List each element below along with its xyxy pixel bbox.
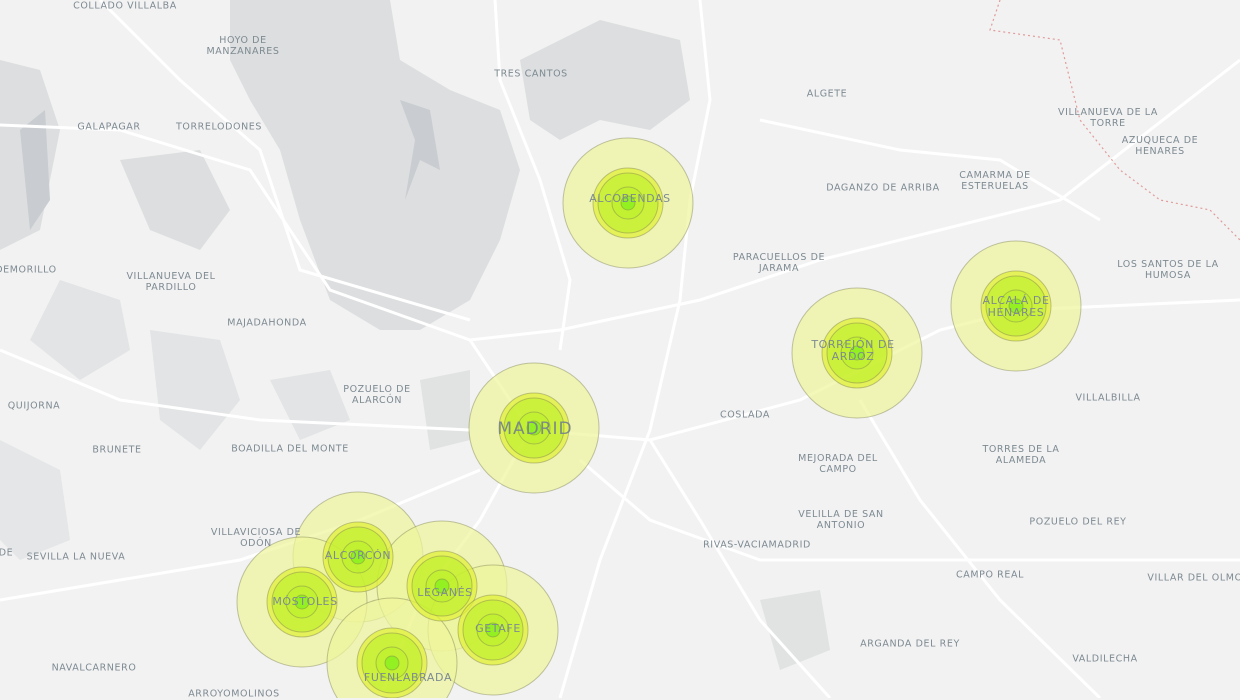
- label-leganes: Leganés: [417, 586, 473, 599]
- label-navalcarnero: Navalcarnero: [51, 662, 137, 674]
- marker-layer: [236, 137, 1082, 698]
- label-alcobendas: Alcobendas: [589, 192, 671, 205]
- marker-getafe-ring[interactable]: [485, 622, 501, 638]
- label-camarma: Camarma de Esteruelas: [959, 170, 1031, 192]
- label-arroyomolinos: Arroyomolinos: [188, 688, 280, 700]
- marker-alcala-ring[interactable]: [1008, 298, 1024, 314]
- label-quijorna: Quijorna: [7, 400, 61, 412]
- marker-mostoles-ring[interactable]: [294, 594, 310, 610]
- label-daganzo: Daganzo de Arriba: [826, 182, 940, 194]
- label-torrelodones: Torrelodones: [175, 121, 263, 133]
- label-arganda: Arganda del Rey: [860, 638, 960, 650]
- label-madrid: Madrid: [497, 419, 573, 439]
- label-villalbilla: Villalbilla: [1075, 392, 1141, 404]
- marker-torrejon-ring[interactable]: [849, 345, 865, 361]
- label-valdilecha: Valdilecha: [1072, 653, 1138, 665]
- label-de: de: [0, 547, 14, 559]
- label-getafe: Getafe: [475, 622, 521, 635]
- label-galapagar: Galapagar: [77, 121, 141, 133]
- label-velilla: Velilla de San Antonio: [798, 509, 884, 531]
- label-alcala: Alcalá de Henares: [982, 294, 1050, 319]
- label-torrejon: Torrejón de Ardoz: [811, 338, 895, 363]
- label-pozuelo-rey: Pozuelo del Rey: [1029, 516, 1127, 528]
- label-tres-cantos: Tres Cantos: [494, 68, 568, 80]
- label-fuenlabrada: Fuenlabrada: [363, 671, 453, 684]
- label-boadilla: Boadilla del Monte: [231, 443, 349, 455]
- label-rivas: Rivas-Vaciamadrid: [703, 539, 811, 551]
- label-brunete: Brunete: [92, 444, 142, 456]
- label-alcorcon: Alcorcón: [324, 549, 392, 562]
- label-mejorada: Mejorada del Campo: [798, 453, 878, 475]
- label-campo-real: Campo Real: [956, 569, 1024, 581]
- label-azuqueca: Azuqueca de Henares: [1121, 135, 1199, 157]
- marker-fuenlabrada-ring[interactable]: [384, 655, 400, 671]
- marker-madrid-ring[interactable]: [526, 420, 542, 436]
- marker-alcorcon-ring[interactable]: [350, 549, 366, 565]
- label-villanueva-pardillo: Villanueva del Pardillo: [126, 271, 216, 293]
- label-collado-villalba: Collado Villalba: [73, 0, 177, 12]
- marker-alcobendas-ring[interactable]: [620, 195, 636, 211]
- label-torres-alameda: Torres de la Alameda: [982, 444, 1060, 466]
- label-sevilla-nueva: Sevilla la Nueva: [26, 551, 126, 563]
- label-algete: Algete: [806, 88, 848, 100]
- label-pozuelo: Pozuelo de Alarcón: [343, 384, 411, 406]
- label-hoyo: Hoyo de Manzanares: [206, 35, 280, 57]
- label-coslada: Coslada: [720, 409, 770, 421]
- label-villanueva-torre: Villanueva de la Torre: [1057, 107, 1159, 129]
- marker-leganes-ring[interactable]: [434, 578, 450, 594]
- label-villar-olmo: Villar del Olmo: [1147, 572, 1240, 584]
- label-demorillo: Demorillo: [0, 264, 57, 276]
- label-majadahonda: Majadahonda: [227, 317, 307, 329]
- label-mostoles: Móstoles: [272, 595, 338, 608]
- label-santos-humosa: Los Santos de la Humosa: [1117, 259, 1219, 281]
- region-border: [989, 0, 1240, 241]
- label-villaviciosa: Villaviciosa de Odón: [210, 527, 302, 549]
- label-paracuellos: Paracuellos de Jarama: [732, 252, 826, 274]
